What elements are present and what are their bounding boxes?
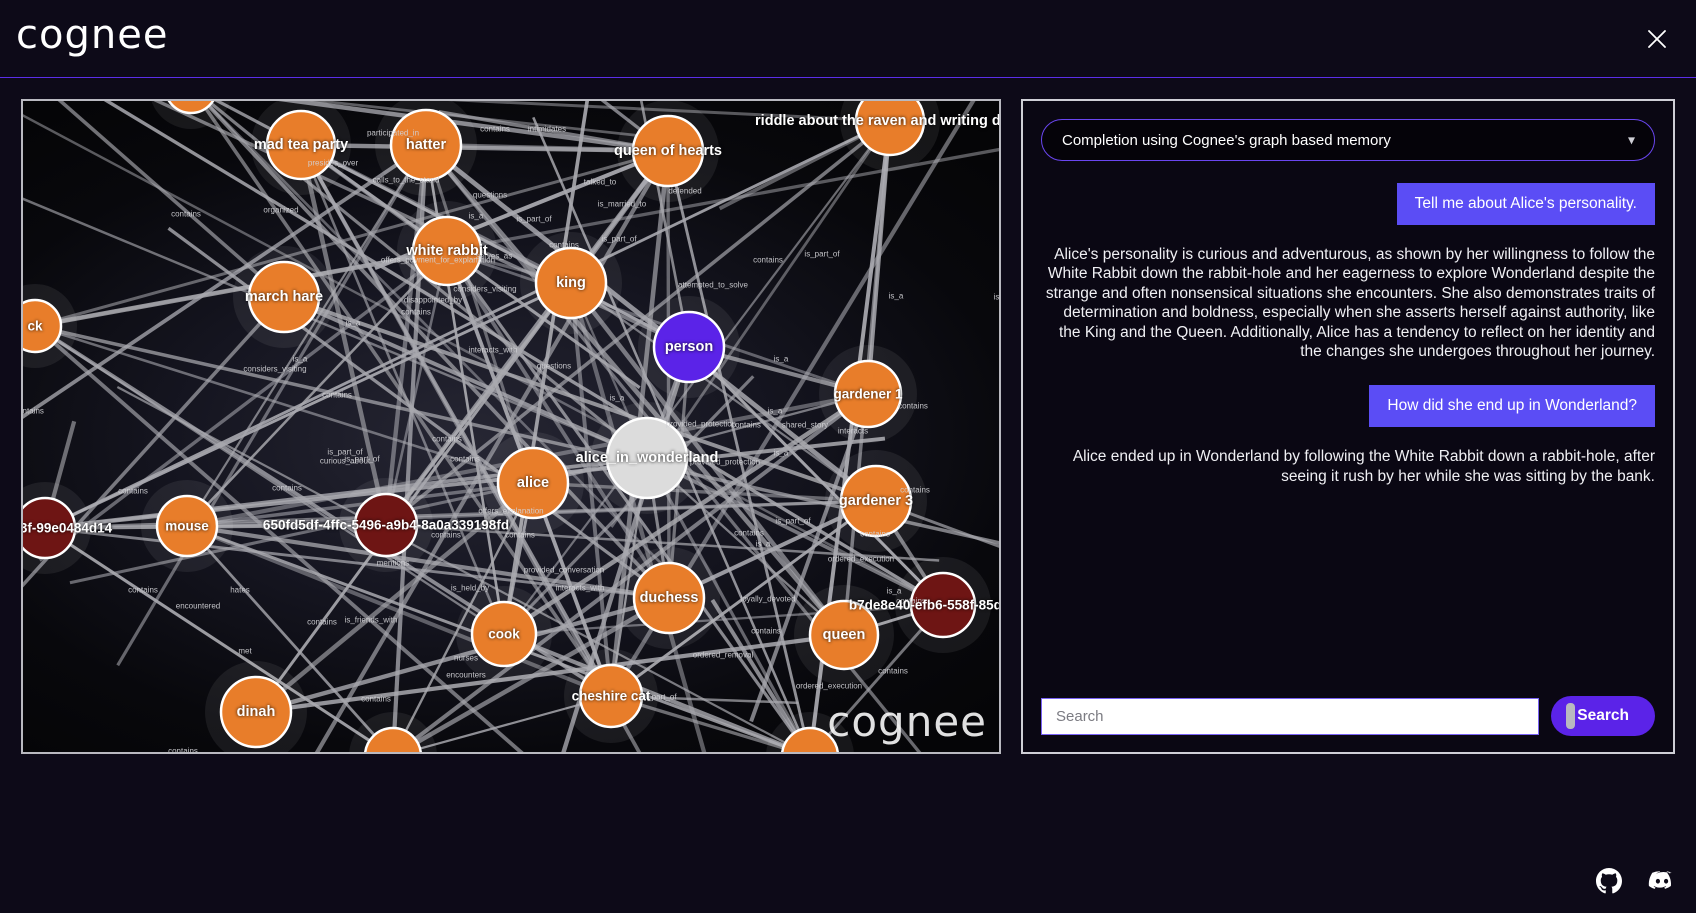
github-icon[interactable] <box>1596 868 1622 894</box>
knowledge-graph-panel[interactable]: contains participated_in contains intimidat… <box>21 99 1001 754</box>
search-row: Search <box>1041 696 1655 736</box>
user-message[interactable]: Tell me about Alice's personality. <box>1396 183 1655 225</box>
chat-panel: Completion using Cognee's graph based me… <box>1021 99 1675 754</box>
app-header: cognee <box>0 0 1696 78</box>
cognee-logo: cognee <box>16 12 169 58</box>
model-selector[interactable]: Completion using Cognee's graph based me… <box>1041 119 1655 161</box>
footer-social-icons <box>1596 867 1676 895</box>
search-input[interactable] <box>1041 697 1540 735</box>
message-list: Tell me about Alice's personality. Alice'… <box>1041 183 1655 688</box>
discord-icon[interactable] <box>1648 867 1676 895</box>
model-selector-value: Completion using Cognee's graph based me… <box>1062 131 1391 149</box>
search-button[interactable]: Search <box>1551 696 1655 736</box>
graph-canvas[interactable] <box>23 101 999 752</box>
assistant-message: Alice's personality is curious and adven… <box>1045 246 1655 360</box>
model-selector-wrap: Completion using Cognee's graph based me… <box>1041 119 1655 161</box>
close-icon[interactable] <box>1638 20 1676 58</box>
user-message[interactable]: How did she end up in Wonderland? <box>1369 385 1655 428</box>
assistant-message: Alice ended up in Wonderland by followin… <box>1072 448 1655 485</box>
